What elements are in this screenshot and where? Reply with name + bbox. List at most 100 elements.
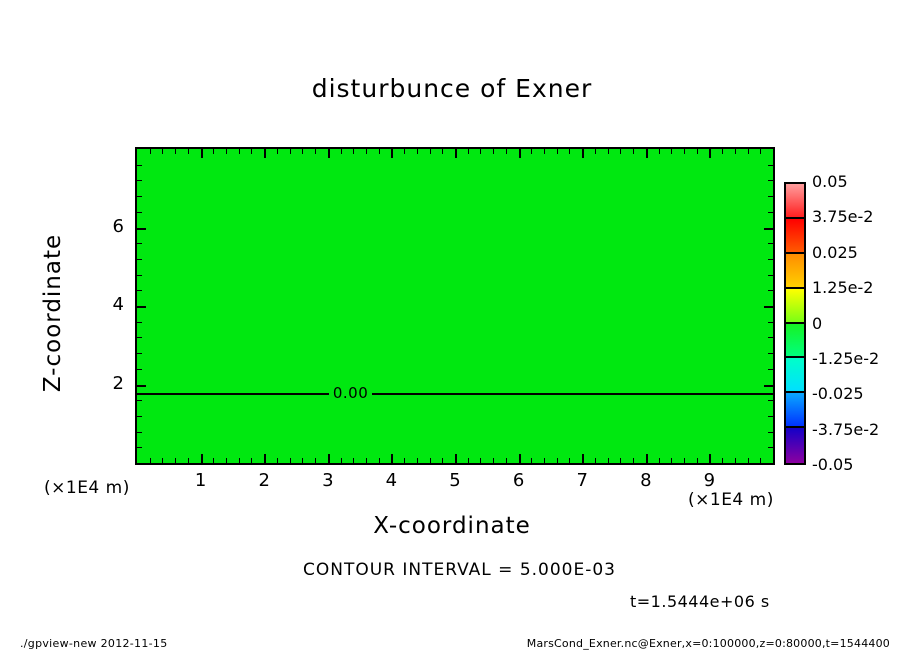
tick-mark (467, 458, 469, 463)
tick-mark (633, 149, 635, 154)
tick-mark (768, 353, 773, 355)
tick-mark (768, 400, 773, 402)
tick-mark (137, 258, 142, 260)
time-annotation: t=1.5444e+06 s (630, 592, 770, 611)
x-tick-label: 6 (512, 470, 525, 491)
tick-mark (264, 149, 267, 158)
tick-mark (768, 180, 773, 182)
tick-mark (556, 458, 558, 463)
tick-mark (429, 458, 431, 463)
tick-mark (149, 149, 151, 154)
tick-mark (442, 149, 444, 154)
tick-mark (493, 458, 495, 463)
tick-mark (187, 458, 189, 463)
footer-source: MarsCond_Exner.nc@Exner,x=0:100000,z=0:8… (526, 637, 890, 650)
contour-line-zero (137, 393, 773, 396)
tick-mark (671, 149, 673, 154)
tick-mark (353, 149, 355, 154)
footer-command: ./gpview-new 2012-11-15 (20, 637, 168, 650)
tick-mark (175, 458, 177, 463)
tick-mark (416, 149, 418, 154)
tick-mark (455, 454, 457, 463)
tick-mark (137, 164, 142, 166)
tick-mark (404, 458, 406, 463)
tick-mark (416, 458, 418, 463)
tick-mark (137, 400, 142, 402)
tick-mark (518, 454, 521, 463)
tick-mark (764, 384, 773, 387)
tick-mark (213, 458, 215, 463)
tick-mark (137, 211, 142, 213)
tick-mark (747, 149, 749, 154)
tick-mark (768, 337, 773, 339)
tick-mark (696, 149, 698, 154)
tick-mark (340, 149, 342, 154)
tick-mark (315, 149, 317, 154)
tick-mark (569, 149, 571, 154)
tick-mark (467, 149, 469, 154)
tick-mark (137, 337, 142, 339)
tick-mark (137, 384, 146, 387)
tick-mark (556, 149, 558, 154)
tick-mark (289, 458, 291, 463)
tick-mark (582, 149, 585, 158)
tick-mark (378, 458, 380, 463)
tick-mark (768, 447, 773, 449)
tick-mark (760, 149, 762, 154)
contour-interval-annotation: CONTOUR INTERVAL = 5.000E-03 (303, 560, 616, 580)
colorbar-tick-label: -3.75e-2 (812, 419, 880, 439)
tick-mark (768, 164, 773, 166)
tick-mark (709, 149, 712, 158)
tick-mark (768, 243, 773, 245)
x-tick-label: 4 (385, 470, 398, 491)
tick-mark (768, 211, 773, 213)
tick-mark (391, 149, 394, 158)
y-axis-title: Z-coordinate (40, 233, 66, 393)
tick-mark (633, 458, 635, 463)
tick-mark (764, 227, 773, 230)
tick-mark (137, 227, 146, 230)
tick-mark (768, 258, 773, 260)
tick-mark (683, 458, 685, 463)
tick-mark (455, 149, 457, 158)
tick-mark (327, 454, 330, 463)
colorbar-band (786, 358, 804, 394)
tick-mark (327, 149, 330, 158)
colorbar-tick-label: -1.25e-2 (812, 348, 880, 368)
tick-mark (289, 149, 291, 154)
tick-mark (302, 149, 304, 154)
tick-mark (607, 149, 609, 154)
tick-mark (276, 458, 278, 463)
colorbar-band (786, 428, 804, 463)
tick-mark (264, 454, 267, 463)
tick-mark (251, 149, 253, 154)
x-tick-label: 7 (576, 470, 588, 491)
tick-mark (505, 149, 507, 154)
colorbar-tick-label: 0.05 (812, 172, 848, 191)
tick-mark (480, 458, 482, 463)
tick-mark (768, 415, 773, 417)
x-tick-label: 8 (640, 470, 652, 491)
plot-area: 0.00 (135, 147, 775, 465)
tick-mark (137, 353, 142, 355)
tick-mark (531, 149, 533, 154)
colorbar-tick-label: -0.05 (812, 455, 854, 474)
tick-mark (671, 458, 673, 463)
y-tick-label: 2 (112, 372, 124, 394)
tick-mark (493, 149, 495, 154)
tick-mark (594, 149, 596, 154)
colorbar-band (786, 218, 804, 254)
tick-mark (768, 290, 773, 292)
tick-mark (378, 149, 380, 154)
tick-mark (531, 458, 533, 463)
tick-mark (768, 274, 773, 276)
tick-mark (187, 149, 189, 154)
colorbar-tick-label: 0.025 (812, 242, 858, 262)
tick-mark (226, 149, 228, 154)
tick-mark (429, 149, 431, 154)
tick-mark (226, 458, 228, 463)
tick-mark (645, 454, 648, 463)
tick-mark (137, 180, 142, 182)
contour-label-zero: 0.00 (328, 383, 373, 404)
tick-mark (238, 149, 240, 154)
